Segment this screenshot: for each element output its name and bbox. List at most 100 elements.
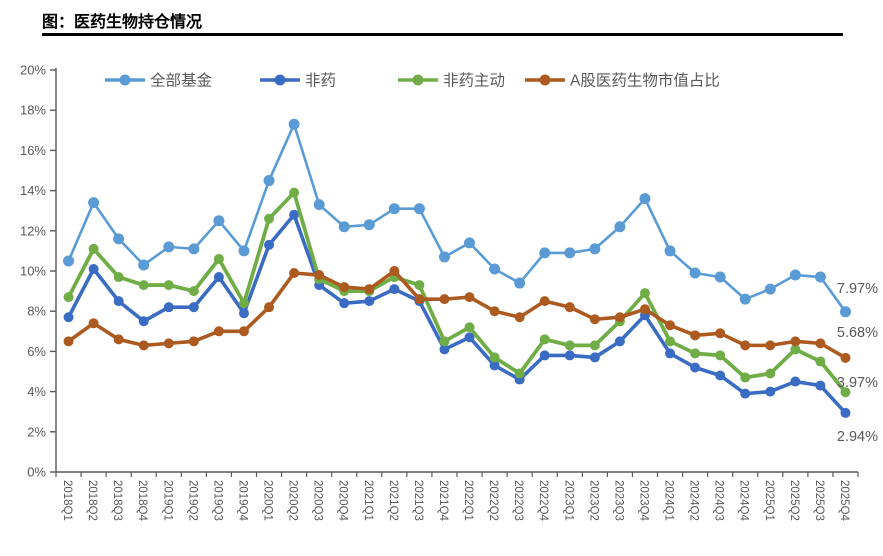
x-tick-label: 2020Q1 bbox=[262, 480, 274, 521]
legend-label: A股医药生物市值占比 bbox=[570, 72, 720, 90]
data-point-marker bbox=[514, 368, 525, 379]
x-tick-label: 2024Q1 bbox=[663, 480, 675, 521]
data-point-marker bbox=[188, 286, 199, 297]
chart-legend: 全部基金 非药 非药主动 A股医药生物市值占比 bbox=[105, 72, 720, 90]
data-point-marker bbox=[564, 340, 575, 351]
data-point-marker bbox=[439, 344, 450, 355]
data-point-marker bbox=[364, 284, 375, 295]
x-tick-label: 2025Q3 bbox=[813, 480, 825, 521]
data-point-marker bbox=[589, 340, 600, 351]
data-point-marker bbox=[840, 387, 851, 398]
data-point-marker bbox=[839, 306, 851, 318]
data-point-marker bbox=[690, 330, 701, 341]
data-point-marker bbox=[514, 312, 525, 323]
data-point-marker bbox=[113, 296, 124, 307]
data-point-marker bbox=[614, 336, 625, 347]
data-point-marker bbox=[639, 304, 650, 315]
data-point-marker bbox=[238, 298, 249, 309]
x-tick-label: 2021Q2 bbox=[387, 480, 399, 521]
y-tick-label: 18% bbox=[20, 103, 46, 118]
data-point-marker bbox=[464, 322, 475, 333]
data-point-marker bbox=[539, 334, 550, 345]
data-point-marker bbox=[739, 293, 751, 305]
legend-dot-marker bbox=[274, 74, 286, 86]
data-point-marker bbox=[689, 267, 701, 279]
series-all-funds bbox=[63, 118, 851, 318]
data-point-marker bbox=[814, 271, 826, 283]
legend-dot-marker bbox=[119, 74, 131, 86]
legend-item-a-share-pharma-market-cap: A股医药生物市值占比 bbox=[525, 72, 720, 90]
data-point-marker bbox=[690, 362, 701, 373]
x-tick-label: 2020Q3 bbox=[312, 480, 324, 521]
data-point-marker bbox=[414, 294, 425, 305]
data-point-marker bbox=[489, 352, 500, 363]
data-point-marker bbox=[213, 272, 224, 283]
data-point-marker bbox=[765, 386, 776, 397]
data-point-marker bbox=[113, 233, 125, 245]
data-point-marker bbox=[464, 237, 476, 249]
x-tick-label: 2024Q4 bbox=[738, 480, 750, 522]
data-point-marker bbox=[439, 336, 450, 347]
data-point-marker bbox=[138, 280, 149, 291]
x-tick-label: 2025Q4 bbox=[838, 480, 850, 522]
data-point-marker bbox=[564, 302, 575, 313]
data-point-marker bbox=[88, 318, 99, 329]
x-tick-label: 2019Q4 bbox=[236, 480, 248, 522]
data-point-marker bbox=[88, 263, 99, 274]
data-point-marker bbox=[790, 376, 801, 387]
data-point-marker bbox=[438, 251, 450, 263]
data-point-marker bbox=[364, 296, 375, 307]
data-point-marker bbox=[289, 187, 300, 198]
data-point-marker bbox=[639, 193, 651, 205]
data-point-marker bbox=[238, 326, 249, 337]
data-point-marker bbox=[464, 332, 475, 343]
data-point-marker bbox=[665, 320, 676, 331]
data-point-marker bbox=[489, 360, 500, 371]
data-point-marker bbox=[63, 292, 74, 303]
data-point-marker bbox=[815, 380, 826, 391]
legend-label: 全部基金 bbox=[150, 72, 213, 90]
data-point-marker bbox=[815, 356, 826, 367]
data-point-marker bbox=[339, 298, 350, 309]
data-point-marker bbox=[539, 296, 550, 307]
legend-dot-marker bbox=[412, 74, 424, 86]
x-tick-label: 2023Q2 bbox=[587, 480, 599, 521]
data-point-marker bbox=[489, 306, 500, 317]
series-line bbox=[67, 122, 847, 313]
data-point-marker bbox=[63, 336, 74, 347]
data-point-marker bbox=[213, 215, 225, 227]
data-point-marker bbox=[589, 243, 601, 255]
data-point-marker bbox=[288, 118, 300, 130]
data-point-marker bbox=[715, 370, 726, 381]
legend-dot-marker bbox=[539, 74, 551, 86]
data-point-marker bbox=[388, 203, 400, 215]
data-point-marker bbox=[790, 336, 801, 347]
data-point-marker bbox=[163, 338, 174, 349]
data-point-marker bbox=[213, 253, 224, 264]
x-tick-label: 2019Q3 bbox=[211, 480, 223, 521]
data-point-marker bbox=[740, 388, 751, 399]
title-underline bbox=[42, 33, 843, 36]
data-point-marker bbox=[514, 277, 526, 289]
x-tick-label: 2018Q2 bbox=[86, 480, 98, 521]
series-line bbox=[66, 190, 847, 394]
data-point-marker bbox=[264, 302, 275, 313]
data-point-marker bbox=[765, 340, 776, 351]
data-point-marker bbox=[840, 407, 851, 418]
data-point-marker bbox=[213, 326, 224, 337]
end-label-all-funds: 7.97% bbox=[837, 281, 878, 297]
data-point-marker bbox=[765, 368, 776, 379]
data-point-marker bbox=[464, 292, 475, 303]
x-tick-label: 2021Q1 bbox=[362, 480, 374, 521]
data-point-marker bbox=[539, 350, 550, 361]
x-tick-label: 2019Q2 bbox=[186, 480, 198, 521]
x-tick-label: 2022Q4 bbox=[537, 480, 549, 522]
data-point-marker bbox=[639, 288, 650, 299]
y-tick-label: 0% bbox=[27, 465, 46, 480]
data-point-marker bbox=[314, 270, 325, 281]
data-point-marker bbox=[289, 268, 300, 279]
x-tick-label: 2023Q3 bbox=[612, 480, 624, 521]
data-point-marker bbox=[88, 243, 99, 254]
data-point-marker bbox=[715, 350, 726, 361]
